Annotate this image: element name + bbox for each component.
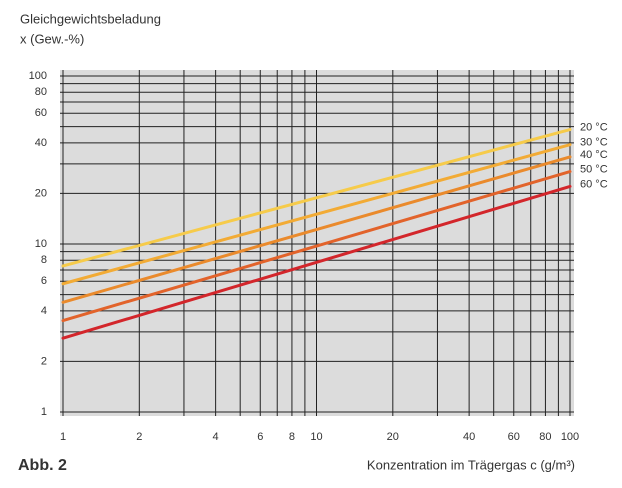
x-tick-label: 60 xyxy=(508,431,520,443)
y-tick-label: 20 xyxy=(35,187,47,199)
x-axis-label: Konzentration im Trägergas c (g/m³) xyxy=(367,457,575,472)
y-tick-label: 60 xyxy=(35,107,47,119)
x-tick-label: 10 xyxy=(310,431,322,443)
x-tick-label: 40 xyxy=(463,431,475,443)
y-tick-label: 80 xyxy=(35,86,47,98)
x-tick-label: 1 xyxy=(60,431,66,443)
chart-title: Gleichgewichtsbeladung xyxy=(20,11,161,26)
series-line xyxy=(61,170,572,323)
y-tick-label: 10 xyxy=(35,238,47,250)
legend-label: 50 °C xyxy=(580,163,608,175)
y-tick-label: 1 xyxy=(41,406,47,418)
legend-label: 20 °C xyxy=(580,121,608,133)
y-tick-label: 4 xyxy=(41,305,47,317)
y-axis-label: x (Gew.-%) xyxy=(20,31,84,46)
x-tick-label: 20 xyxy=(387,431,399,443)
y-tick-label: 100 xyxy=(29,70,47,82)
x-tick-label: 8 xyxy=(289,431,295,443)
series-line xyxy=(61,184,572,340)
x-tick-label: 2 xyxy=(136,431,142,443)
legend-label: 30 °C xyxy=(580,137,608,149)
x-tick-label: 100 xyxy=(561,431,579,443)
x-tick-label: 4 xyxy=(213,431,219,443)
legend-label: 40 °C xyxy=(580,149,608,161)
y-tick-label: 6 xyxy=(41,275,47,287)
x-tick-label: 6 xyxy=(257,431,263,443)
series-line xyxy=(61,128,572,268)
legend-label: 60 °C xyxy=(580,178,608,190)
figure-label: Abb. 2 xyxy=(18,457,67,474)
series-line xyxy=(61,143,572,286)
x-tick-label: 80 xyxy=(539,431,551,443)
y-tick-label: 8 xyxy=(41,254,47,266)
series-line xyxy=(61,155,572,304)
y-tick-label: 2 xyxy=(41,355,47,367)
y-tick-label: 40 xyxy=(35,137,47,149)
